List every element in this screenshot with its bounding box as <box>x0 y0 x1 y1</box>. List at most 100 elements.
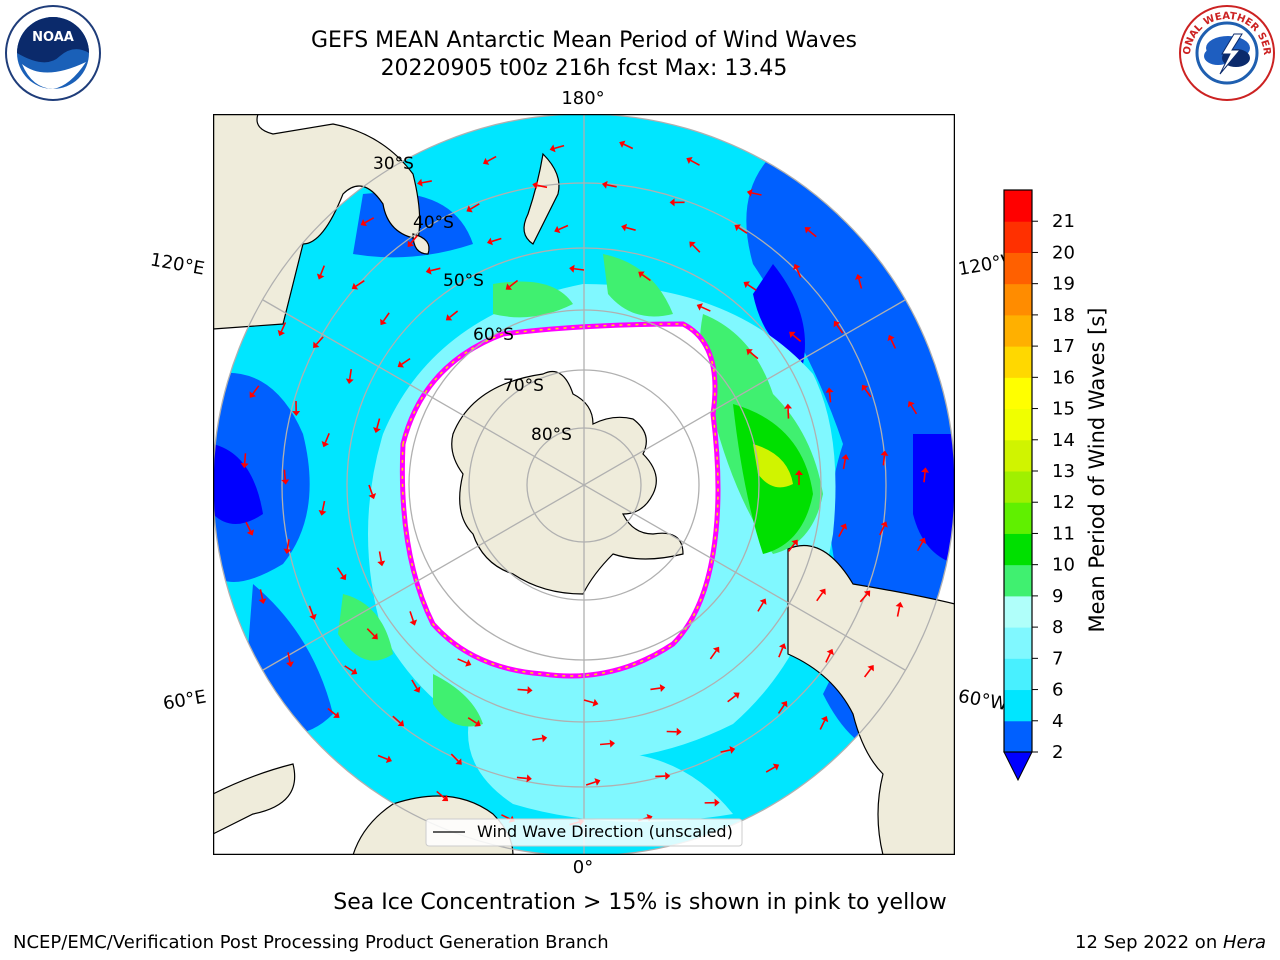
colorbar-swatch <box>1004 502 1032 534</box>
wave-arrow-head <box>345 378 354 384</box>
wave-arrow-head <box>804 227 812 234</box>
wave-arrow <box>376 418 381 429</box>
antarctic-map: 30°S 40°S 50°S 60°S 70°S 80°S Wind Wave … <box>213 114 955 855</box>
wave-arrow-head <box>292 410 301 417</box>
wave-arrow-head <box>826 648 834 656</box>
colorbar-swatch <box>1004 346 1032 378</box>
wave-arrow-head <box>397 360 405 368</box>
colorbar-swatch <box>1004 471 1032 503</box>
wave-arrow-head <box>283 548 292 555</box>
wave-arrow <box>410 235 418 244</box>
wave-arrow-head <box>609 739 615 748</box>
wave-arrow-head <box>445 314 453 321</box>
wave-arrow-head <box>621 223 628 232</box>
wave-arrow-head <box>887 334 895 342</box>
graticule <box>213 114 955 855</box>
wave-arrow-head <box>733 692 740 699</box>
wave-arrow <box>778 647 784 658</box>
wave-arrow <box>252 385 260 395</box>
wave-arrow <box>355 280 365 287</box>
wave-arrow-head <box>669 198 675 207</box>
wave-arrow <box>470 203 480 210</box>
lat-label-80: 80°S <box>531 425 572 445</box>
wave-arrow <box>366 628 375 637</box>
wave-arrow-head <box>659 684 666 693</box>
wave-arrow <box>808 229 817 238</box>
wave-arrow <box>700 306 711 312</box>
wave-arrow <box>896 606 901 617</box>
wave-arrow <box>245 521 252 532</box>
wave-arrow-head <box>541 734 548 743</box>
colorbar-tick-label: 10 <box>1052 555 1075 576</box>
wave-arrow <box>749 351 759 360</box>
wave-arrow-head <box>249 391 256 398</box>
wave-arrow <box>336 567 344 577</box>
map-legend: Wind Wave Direction (unscaled) <box>425 818 743 847</box>
wave-arrow <box>690 159 700 166</box>
south-america-land <box>787 545 955 855</box>
wave-arrow <box>436 790 445 799</box>
wave-arrow-head <box>854 274 863 280</box>
wave-arrow <box>916 541 924 552</box>
wave-arrow-head <box>712 646 720 654</box>
wave-arrow <box>751 192 762 196</box>
wave-arrow-head <box>339 573 347 581</box>
wave-arrow <box>738 227 748 234</box>
wave-arrow-head <box>729 746 736 754</box>
lon-label-120e: 120°E <box>148 249 207 280</box>
wave-arrow-head <box>689 241 696 248</box>
lon-label-0: 0° <box>572 857 594 878</box>
wave-arrow <box>516 776 527 780</box>
wave-arrow-head <box>686 156 693 164</box>
colorbar-swatch <box>1004 533 1032 566</box>
wave-arrow-head <box>350 667 358 675</box>
wave-arrow-head <box>380 318 387 326</box>
wave-arrow <box>382 312 390 322</box>
wave-arrow <box>344 665 354 672</box>
wave-arrow-head <box>863 590 871 597</box>
wave-arrow <box>411 679 418 689</box>
wave-arrow-head <box>258 598 267 605</box>
wave-arrow <box>825 653 831 663</box>
wave-arrow-head <box>601 180 608 189</box>
wave-arrow-head <box>321 441 330 448</box>
colorbar-swatch <box>1004 221 1032 253</box>
wave-arrow-head <box>619 140 626 148</box>
wave-arrow-head <box>351 282 359 290</box>
wave-arrow <box>650 687 661 691</box>
wave-arrow <box>486 155 497 163</box>
wave-arrow-head <box>569 264 575 273</box>
wave-arrow-head <box>407 240 414 248</box>
wave-arrow-head <box>784 403 793 409</box>
madagascar-land <box>213 763 296 835</box>
wave-arrow <box>859 593 868 603</box>
colorbar-swatch <box>1004 689 1032 722</box>
wave-arrow <box>280 322 287 332</box>
wave-arrow <box>259 589 264 600</box>
lon-label-60e: 60°E <box>161 686 208 715</box>
wave-arrow-head <box>907 401 915 408</box>
lat-label-40: 40°S <box>413 213 454 233</box>
wave-arrow <box>450 753 459 762</box>
wave-arrow-head <box>277 329 285 337</box>
wave-arrow-head <box>696 303 703 311</box>
wave-arrow-head <box>819 588 826 595</box>
colorbar-tick-label: 6 <box>1052 680 1063 701</box>
colorbar-label: Mean Period of Wind Waves [s] <box>1085 307 1109 633</box>
colorbar-swatch <box>1004 190 1032 222</box>
wave-arrow-head <box>772 763 780 771</box>
wave-arrow <box>765 766 776 773</box>
nws-logo: NATIONAL WEATHER SERVICE <box>1178 4 1275 101</box>
wave-arrow-head <box>549 144 556 153</box>
colorbar-tick-label: 21 <box>1052 211 1075 232</box>
noaa-logo-text: NOAA <box>32 30 74 45</box>
wave-arrow-head <box>665 772 671 781</box>
colorbar-tick-label: 12 <box>1052 492 1075 513</box>
wave-arrow-head <box>861 384 869 392</box>
colorbar: 2 4 6 7 8 9 10 11 12 13 14 15 16 17 18 19 20 21 <box>1003 189 1075 782</box>
wave-arrow-head <box>360 219 367 227</box>
wave-arrow-head <box>482 157 490 165</box>
wave-arrow-head <box>676 727 682 736</box>
colorbar-tick-label: 17 <box>1052 336 1075 357</box>
colorbar-swatch <box>1004 314 1032 347</box>
